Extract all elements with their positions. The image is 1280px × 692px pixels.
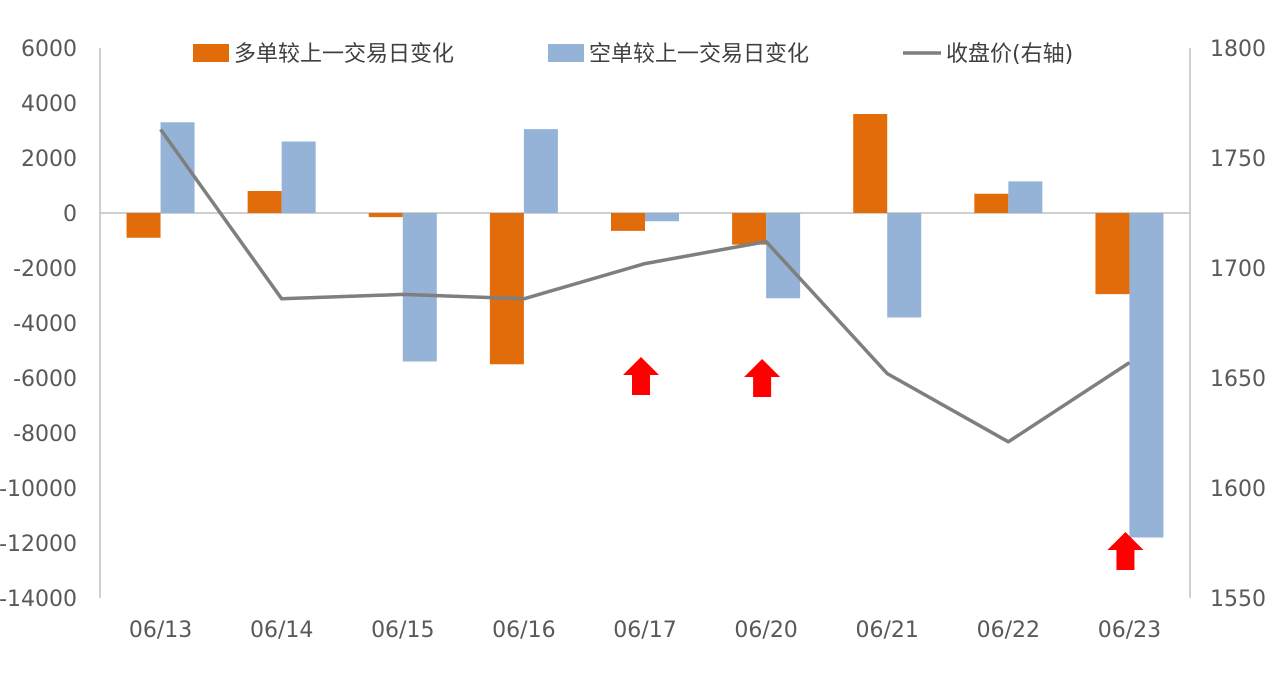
right-tick-label: 1650 <box>1210 367 1266 392</box>
long-change-bar <box>489 213 524 365</box>
x-tick-label: 06/22 <box>977 618 1040 643</box>
short-change-bar <box>402 213 437 362</box>
right-tick-label: 1750 <box>1210 147 1266 172</box>
x-tick-label: 06/13 <box>129 618 192 643</box>
x-tick-label: 06/14 <box>250 618 313 643</box>
legend-label: 收盘价(右轴) <box>946 42 1073 67</box>
left-tick-label: 6000 <box>21 37 77 62</box>
x-tick-label: 06/17 <box>613 618 676 643</box>
short-change-bar <box>1008 181 1043 213</box>
long-change-bar <box>732 213 767 245</box>
long-change-bar <box>974 193 1009 213</box>
legend-swatch <box>548 44 584 62</box>
long-change-bar <box>126 213 161 238</box>
left-tick-label: -4000 <box>13 312 77 337</box>
x-tick-label: 06/23 <box>1098 618 1161 643</box>
left-tick-label: 2000 <box>21 147 77 172</box>
legend: 多单较上一交易日变化 空单较上一交易日变化 收盘价(右轴) <box>193 42 1073 67</box>
left-tick-label: -12000 <box>0 532 77 557</box>
right-tick-label: 1600 <box>1210 477 1266 502</box>
x-tick-label: 06/15 <box>371 618 434 643</box>
price-line <box>159 128 1131 444</box>
up-arrow-icon <box>744 359 781 397</box>
left-tick-label: 4000 <box>21 92 77 117</box>
long-change-bar <box>247 191 282 213</box>
short-change-bar <box>887 213 922 318</box>
up-arrow-icon <box>623 357 659 395</box>
left-tick-label: -2000 <box>13 257 77 282</box>
x-tick-label: 06/16 <box>492 618 555 643</box>
short-change-bar <box>645 213 679 222</box>
x-tick-label: 06/20 <box>734 618 797 643</box>
left-tick-label: -8000 <box>13 422 77 447</box>
left-tick-label: 0 <box>63 202 77 227</box>
annotation-arrows <box>623 357 1144 570</box>
long-change-bar <box>368 213 403 218</box>
legend-swatch <box>193 44 229 62</box>
left-tick-label: -14000 <box>0 587 77 612</box>
short-change-bar <box>281 141 316 213</box>
long-change-bar <box>611 213 645 231</box>
long-change-bar <box>1095 213 1130 295</box>
short-change-bar <box>523 129 558 213</box>
bars <box>126 114 1164 538</box>
right-tick-label: 1550 <box>1210 587 1266 612</box>
short-change-bar <box>1129 213 1164 538</box>
long-change-bar <box>853 114 888 213</box>
left-tick-label: -6000 <box>13 367 77 392</box>
left-tick-label: -10000 <box>0 477 77 502</box>
right-tick-label: 1700 <box>1210 257 1266 282</box>
x-tick-label: 06/21 <box>856 618 919 643</box>
right-tick-label: 1800 <box>1210 37 1266 62</box>
close-price-line <box>159 128 1131 444</box>
axes: 6000 4000 2000 0 -2000 -4000 -6000 -8000 -10000 -… <box>0 37 1266 643</box>
legend-label: 空单较上一交易日变化 <box>589 42 809 67</box>
short-change-bar <box>766 213 801 299</box>
legend-label: 多单较上一交易日变化 <box>234 42 454 67</box>
up-arrow-icon <box>1107 532 1144 570</box>
